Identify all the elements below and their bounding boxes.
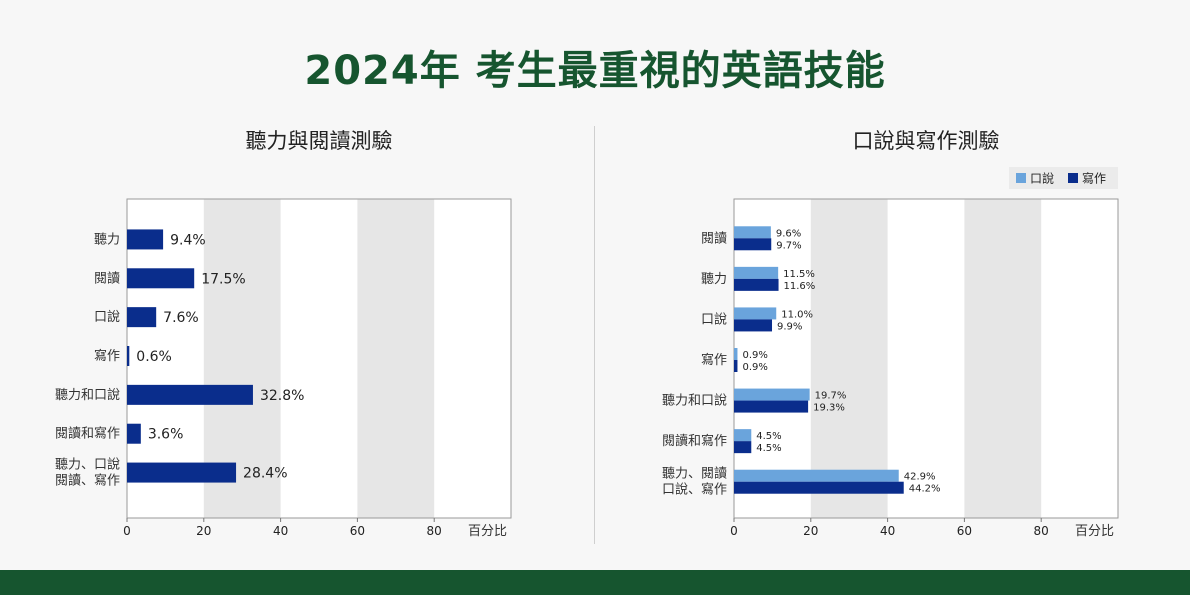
x-tick-label: 80 [1034, 524, 1049, 538]
bar [734, 481, 904, 494]
legend-swatch [1068, 173, 1078, 183]
category-label: 閱讀和寫作 [55, 426, 120, 442]
data-label: 32.8% [260, 388, 304, 404]
legend-label: 口說 [1030, 171, 1054, 186]
x-axis-label: 百分比 [1075, 524, 1114, 539]
x-tick-label: 40 [880, 524, 895, 538]
chart-listening-reading: 聽力與閱讀測驗 0 20 40 60 80 百分比 聽力 9.4% 閱讀 17.5% 口說 7.6% 寫作… [55, 129, 512, 539]
bar [734, 238, 772, 251]
data-label: 7.6% [163, 310, 199, 326]
x-tick-label: 0 [123, 524, 131, 538]
bar [127, 384, 253, 405]
bar [734, 400, 809, 413]
bar [734, 469, 899, 482]
bar [734, 388, 810, 401]
x-tick-label: 60 [957, 524, 972, 538]
data-label: 9.7% [776, 240, 801, 251]
category-label: 口說 [701, 311, 727, 327]
data-label: 0.9% [742, 362, 767, 373]
bar [127, 268, 195, 289]
x-tick-label: 0 [730, 524, 738, 538]
grid-band [964, 199, 1042, 518]
data-label: 9.4% [170, 232, 206, 248]
chart-title: 聽力與閱讀測驗 [246, 129, 393, 153]
x-axis-label: 百分比 [468, 524, 507, 539]
data-label: 42.9% [904, 472, 936, 483]
data-label: 11.5% [783, 269, 815, 280]
category-label: 寫作 [94, 348, 120, 364]
bar [734, 278, 779, 291]
legend-label: 寫作 [1082, 171, 1106, 186]
category-label: 聽力 [701, 272, 727, 287]
legend-swatch [1016, 173, 1026, 183]
grid-band [357, 199, 435, 518]
data-label: 0.9% [742, 350, 767, 361]
data-label: 9.9% [777, 321, 802, 332]
x-tick-label: 80 [427, 524, 442, 538]
data-label: 4.5% [756, 431, 781, 442]
chart-speaking-writing: 口說與寫作測驗 0 20 40 60 80 百分比 閱讀 9.6%9.7% 聽力 11.5%11.6… [662, 129, 1119, 539]
category-label: 閱讀和寫作 [662, 433, 727, 449]
data-label: 4.5% [756, 443, 781, 454]
x-tick-label: 60 [350, 524, 365, 538]
x-tick-label: 20 [196, 524, 211, 538]
category-label: 聽力和口說 [55, 387, 120, 403]
data-label: 19.7% [815, 391, 847, 402]
x-tick-label: 20 [803, 524, 818, 538]
plot-area [734, 199, 1118, 518]
bar [127, 307, 157, 328]
category-label: 聽力和口說 [662, 393, 727, 409]
bar [734, 226, 771, 239]
data-label: 11.6% [784, 281, 816, 292]
data-label: 11.0% [781, 309, 813, 320]
page-title: 2024年 考生最重視的英語技能 [304, 48, 886, 94]
category-label: 口說 [94, 309, 120, 325]
bar [734, 348, 738, 360]
bar [734, 319, 773, 332]
bar [734, 429, 752, 442]
category-label: 閱讀 [94, 271, 120, 286]
data-label: 17.5% [201, 271, 245, 287]
x-tick-label: 40 [273, 524, 288, 538]
bar [127, 229, 164, 250]
data-label: 9.6% [776, 228, 801, 239]
footer-bar [0, 570, 1190, 595]
bar [734, 266, 779, 279]
grid-band [810, 199, 888, 518]
chart-title: 口說與寫作測驗 [853, 129, 1000, 153]
category-label: 聽力、閱讀口說、寫作 [662, 467, 727, 498]
bar [734, 441, 752, 454]
category-label: 閱讀 [701, 231, 727, 246]
data-label: 0.6% [136, 349, 172, 365]
bar [734, 307, 777, 320]
category-label: 聽力、口說閱讀、寫作 [55, 457, 120, 489]
bar [127, 346, 130, 366]
center-divider [594, 126, 595, 544]
bar [127, 423, 141, 444]
bar [734, 360, 738, 372]
legend-box [1009, 167, 1118, 189]
category-label: 聽力 [94, 232, 120, 247]
data-label: 44.2% [909, 484, 941, 495]
data-label: 3.6% [148, 427, 184, 443]
data-label: 19.3% [813, 403, 845, 414]
category-label: 寫作 [701, 352, 727, 368]
data-label: 28.4% [243, 466, 287, 482]
bar [127, 462, 237, 483]
